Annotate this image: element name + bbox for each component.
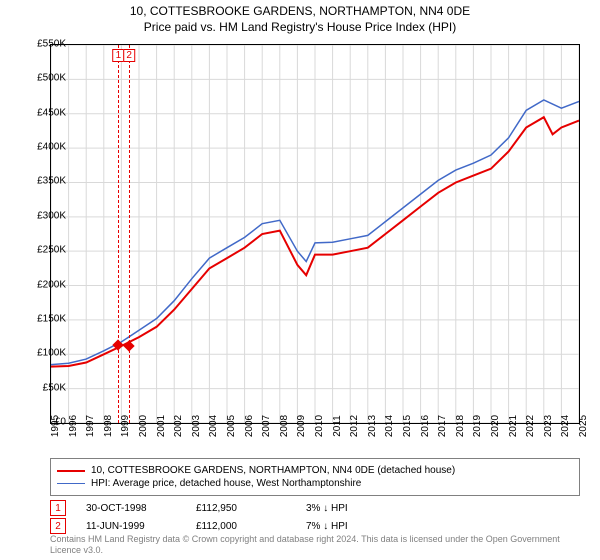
chart-title: 10, COTTESBROOKE GARDENS, NORTHAMPTON, N… — [0, 4, 600, 18]
x-axis-tick: 2023 — [543, 415, 554, 437]
x-axis-tick: 2014 — [384, 415, 395, 437]
sales-table: 1 30-OCT-1998 £112,950 3% ↓ HPI 2 11-JUN… — [50, 498, 580, 536]
sale-delta: 7% ↓ HPI — [306, 521, 396, 532]
table-row: 2 11-JUN-1999 £112,000 7% ↓ HPI — [50, 518, 580, 534]
legend-item: 10, COTTESBROOKE GARDENS, NORTHAMPTON, N… — [57, 465, 573, 476]
x-axis-tick: 2006 — [244, 415, 255, 437]
y-axis-tick: £550K — [37, 39, 66, 50]
legend-swatch — [57, 470, 85, 472]
legend: 10, COTTESBROOKE GARDENS, NORTHAMPTON, N… — [50, 458, 580, 496]
x-axis-tick: 2025 — [578, 415, 589, 437]
y-axis-tick: £150K — [37, 313, 66, 324]
legend-swatch — [57, 483, 85, 484]
x-axis-tick: 2004 — [208, 415, 219, 437]
x-axis-tick: 2013 — [367, 415, 378, 437]
x-axis-tick: 2018 — [455, 415, 466, 437]
x-axis-tick: 2022 — [525, 415, 536, 437]
x-axis-tick: 2008 — [279, 415, 290, 437]
y-axis-tick: £250K — [37, 245, 66, 256]
x-axis-tick: 2010 — [314, 415, 325, 437]
sale-marker: 1 — [50, 500, 66, 516]
x-axis-tick: 2003 — [191, 415, 202, 437]
x-axis-tick: 2024 — [560, 415, 571, 437]
x-axis-tick: 2007 — [261, 415, 272, 437]
table-row: 1 30-OCT-1998 £112,950 3% ↓ HPI — [50, 500, 580, 516]
legend-label: HPI: Average price, detached house, West… — [91, 478, 361, 489]
sale-price: £112,000 — [196, 521, 286, 532]
sale-date: 11-JUN-1999 — [86, 521, 176, 532]
y-axis-tick: £400K — [37, 142, 66, 153]
x-axis-tick: 1995 — [50, 415, 61, 437]
y-axis-tick: £200K — [37, 279, 66, 290]
y-axis-tick: £300K — [37, 210, 66, 221]
x-axis-tick: 2002 — [173, 415, 184, 437]
attribution-text: Contains HM Land Registry data © Crown c… — [50, 534, 580, 556]
x-axis-tick: 2019 — [472, 415, 483, 437]
x-axis-tick: 2020 — [490, 415, 501, 437]
x-axis-tick: 2009 — [296, 415, 307, 437]
y-axis-tick: £350K — [37, 176, 66, 187]
x-axis-tick: 2000 — [138, 415, 149, 437]
chart-subtitle: Price paid vs. HM Land Registry's House … — [0, 20, 600, 34]
event-line — [129, 45, 130, 423]
x-axis-tick: 2021 — [508, 415, 519, 437]
x-axis-tick: 1998 — [103, 415, 114, 437]
x-axis-tick: 2016 — [420, 415, 431, 437]
x-axis-tick: 1999 — [120, 415, 131, 437]
y-axis-tick: £450K — [37, 107, 66, 118]
legend-item: HPI: Average price, detached house, West… — [57, 478, 573, 489]
y-axis-tick: £100K — [37, 348, 66, 359]
event-line — [118, 45, 119, 423]
x-axis-tick: 2005 — [226, 415, 237, 437]
x-axis-tick: 1997 — [85, 415, 96, 437]
x-axis-tick: 2017 — [437, 415, 448, 437]
x-axis-tick: 2001 — [156, 415, 167, 437]
line-chart — [51, 45, 579, 423]
x-axis-tick: 2011 — [332, 415, 343, 437]
x-axis-tick: 1996 — [68, 415, 79, 437]
sale-date: 30-OCT-1998 — [86, 503, 176, 514]
x-axis-tick: 2012 — [349, 415, 360, 437]
y-axis-tick: £50K — [43, 382, 66, 393]
sale-marker: 2 — [50, 518, 66, 534]
x-axis-tick: 2015 — [402, 415, 413, 437]
y-axis-tick: £500K — [37, 73, 66, 84]
sale-price: £112,950 — [196, 503, 286, 514]
chart-plot-area: 12 — [50, 44, 580, 424]
legend-label: 10, COTTESBROOKE GARDENS, NORTHAMPTON, N… — [91, 465, 455, 476]
sale-delta: 3% ↓ HPI — [306, 503, 396, 514]
